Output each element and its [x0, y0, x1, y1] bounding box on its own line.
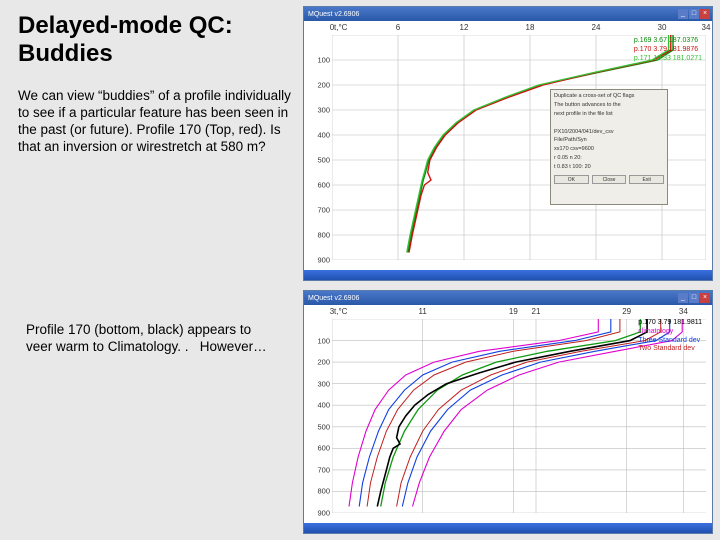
title-line2: Buddies [18, 40, 113, 67]
dialog-text [554, 120, 664, 127]
y-axis-labels-bottom: 100200300400500600700800900 [308, 319, 330, 513]
window-close-button[interactable]: × [700, 293, 710, 303]
legend-entry: Two Standard dev [638, 345, 702, 354]
window-title-text: MQuest v2.6906 [308, 295, 359, 302]
legend-entry: p.170 3.79 181.9811 [638, 319, 702, 328]
y-axis-labels-top: 100200300400500600700800900 [308, 35, 330, 260]
window-titlebar: MQuest v2.6906 _ □ × [304, 7, 712, 21]
window-taskbar [304, 270, 712, 280]
legend-entry: climatology [638, 328, 702, 337]
dialog-button-ok[interactable]: OK [554, 175, 589, 184]
x-axis-labels-top: 061218243034 [332, 23, 706, 33]
window-close-button[interactable]: × [700, 9, 710, 19]
dialog-text: Duplicate a cross-set of QC flags [554, 93, 664, 100]
dialog-text: PX10/2004/041/dev_csv [554, 129, 664, 136]
dialog-text: The button advances to the [554, 102, 664, 109]
window-taskbar [304, 523, 712, 533]
window-titlebar: MQuest v2.6906 _ □ × [304, 291, 712, 305]
paragraph-2: Profile 170 (bottom, black) appears to v… [26, 322, 276, 356]
dialog-field: r 0.05 n 20: [554, 155, 664, 162]
legend-entry: Three Standard dev [638, 337, 702, 346]
slide-title: Delayed-mode QC: Buddies [18, 12, 233, 67]
dialog-field: File/Path/Syn [554, 137, 664, 144]
window-minimize-button[interactable]: _ [678, 293, 688, 303]
dialog-field: t 0.83 t 100: 20 [554, 164, 664, 171]
paragraph-1: We can view “buddies” of a profile indiv… [18, 88, 298, 156]
bottom-legend: p.170 3.79 181.9811climatologyThree Stan… [638, 319, 702, 354]
top-chart-window: MQuest v2.6906 _ □ × t,°C 061218243034 1… [303, 6, 713, 281]
x-axis-labels-bottom: 31119212934 [332, 307, 706, 317]
top-legend: p.169 3.67 187.0376p.170 3.79 181.9876p.… [634, 37, 702, 63]
dialog-button-exit[interactable]: Exit [629, 175, 664, 184]
bottom-chart-window: MQuest v2.6906 _ □ × t,°C 31119212934 10… [303, 290, 713, 534]
legend-entry: p.171 10.33 181.0271 [634, 55, 702, 64]
buddy-dialog: Duplicate a cross-set of QC flags The but… [550, 89, 668, 205]
title-line1: Delayed-mode QC: [18, 12, 233, 39]
dialog-text: next profile in the file list [554, 111, 664, 118]
legend-entry: p.170 3.79 181.9876 [634, 46, 702, 55]
window-minimize-button[interactable]: _ [678, 9, 688, 19]
dialog-field: xx170 csv=9600 [554, 146, 664, 153]
window-maximize-button[interactable]: □ [689, 293, 699, 303]
window-title-text: MQuest v2.6906 [308, 11, 359, 18]
dialog-button-close[interactable]: Close [592, 175, 627, 184]
legend-entry: p.169 3.67 187.0376 [634, 37, 702, 46]
window-maximize-button[interactable]: □ [689, 9, 699, 19]
